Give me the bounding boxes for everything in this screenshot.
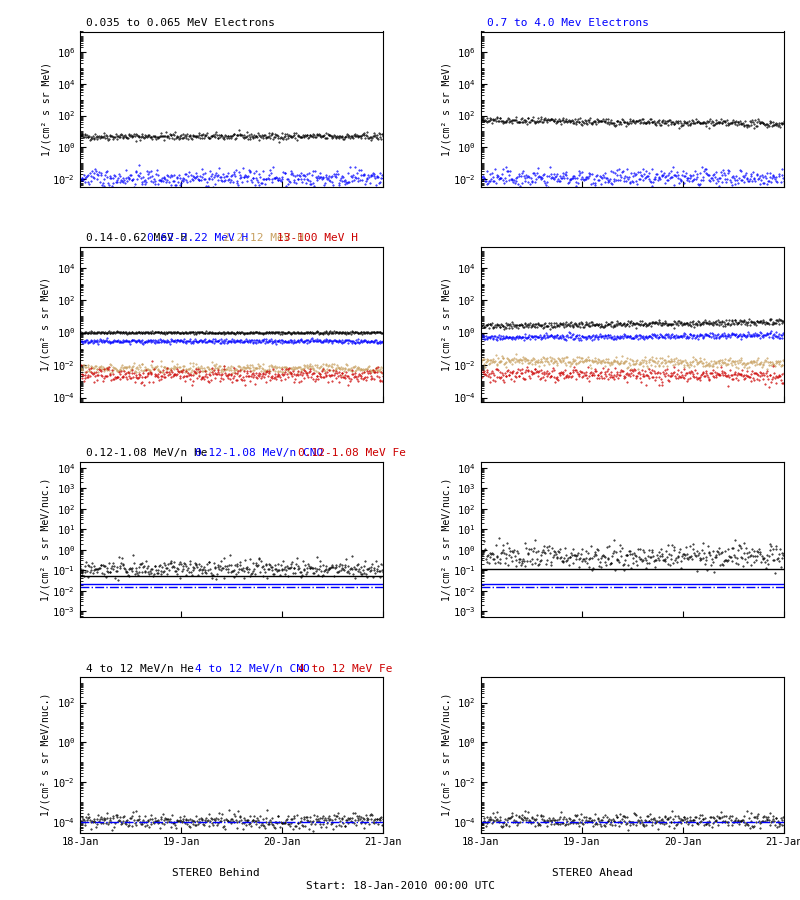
Text: 4 to 12 MeV/n CNO: 4 to 12 MeV/n CNO (195, 663, 310, 673)
Text: 0.035 to 0.065 MeV Electrons: 0.035 to 0.065 MeV Electrons (86, 18, 275, 29)
Text: STEREO Behind: STEREO Behind (172, 868, 260, 878)
Text: 0.7 to 4.0 Mev Electrons: 0.7 to 4.0 Mev Electrons (486, 18, 649, 29)
Text: 0.62-2.22 MeV H: 0.62-2.22 MeV H (146, 233, 248, 243)
Text: 0.12-1.08 MeV/n He: 0.12-1.08 MeV/n He (86, 448, 207, 458)
Y-axis label: 1/(cm² s sr MeV): 1/(cm² s sr MeV) (41, 62, 51, 157)
Text: 13-100 MeV H: 13-100 MeV H (278, 233, 358, 243)
Text: 2.2-12 MeV H: 2.2-12 MeV H (222, 233, 304, 243)
Text: 0.14-0.62 MeV H: 0.14-0.62 MeV H (86, 233, 187, 243)
Text: 4 to 12 MeV/n He: 4 to 12 MeV/n He (86, 663, 194, 673)
Text: 4 to 12 MeV Fe: 4 to 12 MeV Fe (298, 663, 393, 673)
Y-axis label: 1/(cm² s sr MeV/nuc.): 1/(cm² s sr MeV/nuc.) (442, 693, 451, 816)
Y-axis label: 1/(cm² s sr MeV/nuc.): 1/(cm² s sr MeV/nuc.) (41, 693, 50, 816)
Y-axis label: 1/(cm² s sr MeV/nuc.): 1/(cm² s sr MeV/nuc.) (442, 478, 451, 601)
Text: Start: 18-Jan-2010 00:00 UTC: Start: 18-Jan-2010 00:00 UTC (306, 881, 494, 891)
Y-axis label: 1/(cm² s sr MeV): 1/(cm² s sr MeV) (442, 277, 451, 372)
Y-axis label: 1/(cm² s sr MeV/nuc.): 1/(cm² s sr MeV/nuc.) (41, 478, 51, 601)
Y-axis label: 1/(cm² s sr MeV): 1/(cm² s sr MeV) (442, 62, 452, 157)
Text: 0.12-1.08 MeV/n CNO: 0.12-1.08 MeV/n CNO (195, 448, 323, 458)
Y-axis label: 1/(cm² s sr MeV): 1/(cm² s sr MeV) (41, 277, 50, 372)
Text: 0.12-1.08 MeV Fe: 0.12-1.08 MeV Fe (298, 448, 406, 458)
Text: STEREO Ahead: STEREO Ahead (551, 868, 633, 878)
